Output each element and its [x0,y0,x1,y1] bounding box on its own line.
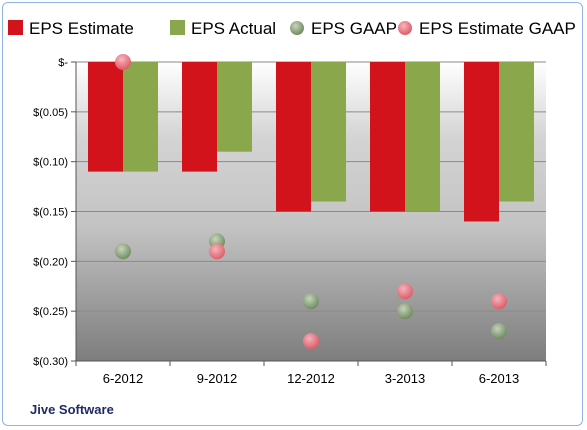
x-tick-label: 12-2012 [287,371,335,386]
bar-eps-actual [499,62,534,202]
legend-label: EPS Actual [191,19,276,38]
bars [88,62,534,222]
point-eps-gaap [115,243,131,260]
y-tick-label: $(0.20) [33,256,68,268]
bar-eps-estimate [464,62,499,222]
y-tick-label: $(0.30) [33,356,68,368]
bar-eps-estimate [370,62,405,212]
x-axis: 6-2012 9-2012 12-2012 3-2013 6-2013 [75,360,547,386]
bar-eps-estimate [276,62,311,212]
bar-eps-actual [217,62,252,152]
legend-swatch [8,20,23,35]
point-eps-estimate-gaap [491,293,507,310]
legend-swatch [170,20,185,35]
y-axis: $- $(0.05) $(0.10) $(0.15) $(0.20) $(0.25) $(0… [33,57,77,368]
point-eps-estimate-gaap [303,333,319,350]
point-eps-estimate-gaap [209,243,225,260]
y-tick-label: $(0.05) [33,107,68,119]
legend-label: EPS GAAP [311,19,397,38]
scatter-points [115,54,507,350]
legend-label: EPS Estimate GAAP [419,19,576,38]
legend-swatch [290,21,304,35]
point-eps-gaap [491,323,507,340]
bar-eps-actual [123,62,158,172]
point-eps-gaap [397,303,413,320]
x-tick-label: 6-2013 [479,371,519,386]
bar-eps-actual [311,62,346,202]
bar-eps-estimate [88,62,123,172]
x-tick-label: 6-2012 [103,371,143,386]
y-tick-label: $(0.25) [33,306,68,318]
bar-eps-estimate [182,62,217,172]
y-tick-label: $- [58,57,68,69]
x-tick-label: 3-2013 [385,371,425,386]
y-tick-label: $(0.15) [33,207,68,219]
company-name: Jive Software [30,402,114,417]
legend-swatch [398,21,412,35]
y-tick-label: $(0.10) [33,157,68,169]
x-tick-label: 9-2012 [197,371,237,386]
legend-label: EPS Estimate [29,19,134,38]
point-eps-estimate-gaap [397,283,413,300]
point-eps-estimate-gaap [115,54,131,70]
point-eps-gaap [303,293,319,310]
legend: EPS Estimate EPS Actual EPS GAAP EPS Estima… [8,19,576,38]
bar-eps-actual [405,62,440,212]
